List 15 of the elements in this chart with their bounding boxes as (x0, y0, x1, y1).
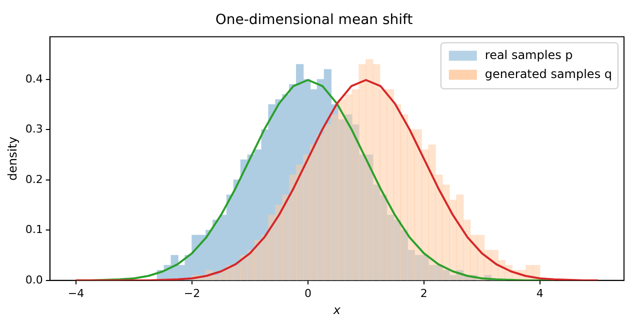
x-tick-label: 4 (536, 286, 544, 300)
y-tick-label: 0.2 (25, 172, 43, 186)
x-tick-label: 0 (304, 286, 312, 300)
y-tick-label: 0.3 (25, 122, 43, 136)
y-axis-title: density (5, 136, 20, 181)
y-tick-label: 0.4 (25, 72, 43, 86)
legend-label: real samples p (484, 48, 573, 62)
x-tick-label: −4 (68, 286, 84, 300)
y-tick-label: 0.1 (25, 223, 43, 236)
x-tick-label: −2 (184, 286, 200, 300)
legend-label: generated samples q (484, 66, 612, 81)
x-axis-title: x (332, 302, 342, 317)
y-tick-label: 0.0 (25, 273, 43, 286)
x-tick-label: 2 (420, 286, 428, 300)
chart-title: One-dimensional mean shift (215, 12, 414, 28)
